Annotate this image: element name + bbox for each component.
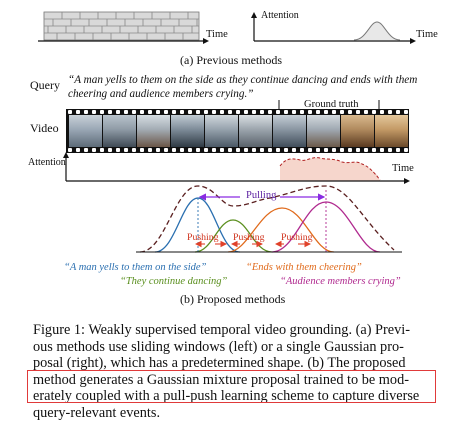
panel-a-caption: (a) Previous methods [180,53,282,67]
pulling-label: Pulling [246,190,277,201]
query-label: Query [30,78,60,92]
caption-line-2: ous methods use sliding windows (left) o… [33,338,404,355]
time-label-left: Time [206,29,228,40]
event-label-4: “Audience members crying” [280,276,401,287]
ground-truth-label: Ground truth [304,99,359,110]
event-label-2: “They continue dancing” [120,276,228,287]
gaussian-event-3 [227,207,335,253]
video-label: Video [30,121,59,135]
video-filmstrip [66,109,409,153]
pushing-label-3: Pushing [281,232,313,243]
sliding-windows-diagram [43,11,200,41]
single-gaussian-curve [353,21,401,41]
panel-a-graphics [38,11,416,44]
gaussian-mixture-diagram [136,185,402,253]
caption-line-1: Figure 1: Weakly supervised temporal vid… [33,322,410,338]
caption-line-3: posal (right), which has a predetermined… [33,355,406,372]
event-label-3: “Ends with them cheering” [246,262,362,273]
query-text-line1: “A man yells to them on the side as they… [68,74,418,86]
caption-line-4: method generates a Gaussian mixture prop… [33,371,409,388]
attention-distribution [280,157,380,181]
attention-chart-b [63,152,410,184]
attention-label-b: Attention [28,157,66,168]
caption-line-6: query-relevant events. [33,404,161,421]
caption-line-5: erately coupled with a pull-push learnin… [33,388,420,405]
query-text-line2: cheering and audience members crying.” [68,88,254,100]
pushing-label-1: Pushing [187,232,219,243]
mixture-envelope [139,185,395,253]
caption-highlight-box [27,370,436,403]
attention-label-top: Attention [261,10,299,21]
time-label-b: Time [392,163,414,174]
ground-truth-bracket [278,100,380,110]
pushing-label-2: Pushing [233,232,265,243]
time-label-right: Time [416,29,438,40]
event-label-1: “A man yells to them on the side” [64,262,207,273]
figure-caption: Figure 1: Weakly supervised temporal vid… [33,322,428,422]
panel-b-caption: (b) Proposed methods [180,292,286,306]
